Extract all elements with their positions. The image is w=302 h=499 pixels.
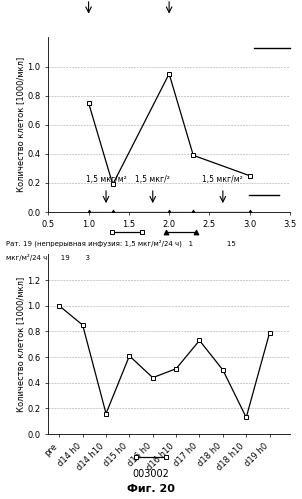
Text: Рат. 19 (непрерывная инфузия: 1,5 мкг/м²/24 ч)   1               15: Рат. 19 (непрерывная инфузия: 1,5 мкг/м²… [6, 240, 236, 247]
Y-axis label: Количество клеток [1000/мкл]: Количество клеток [1000/мкл] [16, 276, 25, 412]
Text: 1,5 мкг/²: 1,5 мкг/² [135, 176, 170, 185]
Text: 1,5 мкг/м²: 1,5 мкг/м² [86, 176, 127, 185]
Text: Фиг. 20: Фиг. 20 [127, 484, 175, 494]
Text: 003002: 003002 [133, 469, 169, 479]
Y-axis label: Количество клеток [1000/мкл]: Количество клеток [1000/мкл] [16, 57, 25, 193]
Text: 1,5 мкг/м²: 1,5 мкг/м² [202, 176, 243, 185]
Text: мкг/м²/24 ч      19       3: мкг/м²/24 ч 19 3 [6, 254, 90, 261]
